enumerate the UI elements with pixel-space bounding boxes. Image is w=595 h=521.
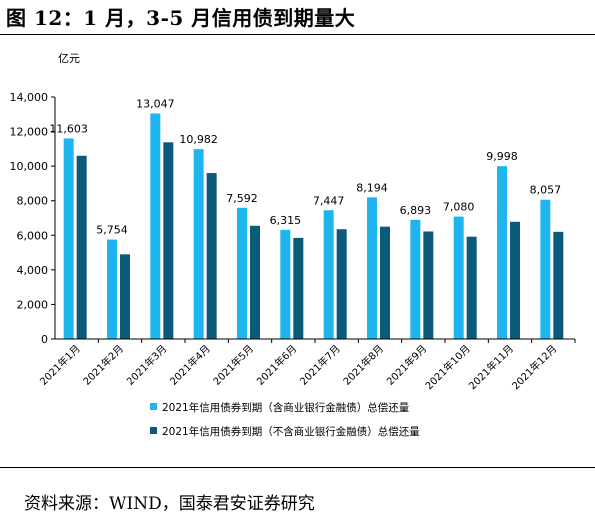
data-label: 8,194 — [356, 181, 388, 194]
bar-incl-bank-4 — [193, 149, 204, 339]
bar-excl-bank-9 — [423, 231, 434, 339]
data-label: 7,080 — [443, 201, 475, 214]
x-axis: 2021年1月2021年2月2021年3月2021年4月2021年5月2021年… — [37, 338, 576, 392]
bar-incl-bank-1 — [63, 138, 74, 339]
data-label: 7,592 — [226, 192, 258, 205]
y-tick-label: 2,000 — [17, 298, 49, 311]
x-tick-label: 2021年1月 — [37, 342, 83, 388]
x-tick-label: 2021年12月 — [509, 342, 559, 392]
bar-excl-bank-7 — [336, 229, 347, 339]
y-tick-label: 12,000 — [10, 126, 49, 139]
y-axis: 0 2,000 4,000 6,000 8,000 10,000 12,000 14,000 — [10, 91, 56, 346]
bar-incl-bank-7 — [323, 210, 334, 339]
x-tick-label: 2021年9月 — [384, 342, 430, 388]
bar-incl-bank-5 — [237, 207, 247, 339]
y-tick-label: 8,000 — [17, 195, 49, 208]
x-tick-label: 2021年10月 — [422, 342, 472, 392]
data-label: 7,447 — [313, 194, 345, 207]
bar-excl-bank-8 — [380, 226, 390, 339]
bottom-rule — [0, 467, 595, 468]
x-tick-label: 2021年2月 — [80, 342, 126, 388]
data-label: 9,998 — [486, 150, 518, 163]
data-label: 13,047 — [136, 97, 175, 110]
data-label: 11,603 — [49, 122, 88, 135]
bar-excl-bank-10 — [466, 236, 477, 339]
figure-title: 图 12：1 月，3-5 月信用债到期量大 — [6, 6, 356, 30]
bar-incl-bank-6 — [280, 229, 291, 339]
x-tick-label: 2021年11月 — [466, 342, 516, 392]
y-unit-label: 亿元 — [58, 52, 80, 65]
data-label: 10,982 — [179, 133, 218, 146]
x-tick-label: 2021年4月 — [167, 342, 213, 388]
bar-incl-bank-3 — [150, 113, 161, 339]
x-tick-label: 2021年3月 — [124, 342, 170, 388]
bar-incl-bank-12 — [540, 199, 551, 339]
y-tick-label: 4,000 — [17, 264, 49, 277]
bar-incl-bank-9 — [410, 219, 421, 339]
bar-excl-bank-4 — [206, 173, 217, 339]
bar-excl-bank-2 — [120, 254, 130, 339]
data-label: 8,057 — [530, 184, 562, 197]
data-label: 5,754 — [96, 224, 128, 237]
bar-incl-bank-10 — [453, 216, 464, 339]
bar-excl-bank-12 — [553, 231, 564, 339]
top-rule — [0, 34, 595, 35]
legend: 2021年信用债券到期（含商业银行金融债）总偿还量 2021年信用债券到期（不含商… — [150, 401, 420, 438]
bars-group: 11,603 5,754 13,047 10,982 7,592 6,315 7,447 8,… — [49, 97, 564, 339]
y-tick-label: 14,000 — [10, 91, 49, 104]
bar-excl-bank-1 — [76, 155, 87, 339]
legend-swatch-1 — [150, 403, 157, 410]
data-label: 6,315 — [270, 214, 302, 227]
legend-label-2: 2021年信用债券到期（不含商业银行金融债）总偿还量 — [162, 425, 420, 438]
x-tick-label: 2021年6月 — [254, 342, 300, 388]
legend-swatch-2 — [150, 427, 157, 434]
bar-incl-bank-2 — [107, 239, 117, 339]
source-note: 资料来源：WIND，国泰君安证券研究 — [24, 494, 315, 514]
x-tick-label: 2021年8月 — [340, 342, 386, 388]
bar-excl-bank-6 — [293, 237, 304, 339]
y-tick-label: 6,000 — [17, 229, 49, 242]
legend-label-1: 2021年信用债券到期（含商业银行金融债）总偿还量 — [162, 401, 410, 414]
bar-incl-bank-11 — [497, 166, 507, 339]
y-tick-label: 0 — [41, 333, 48, 346]
bar-excl-bank-5 — [250, 225, 260, 339]
y-tick-label: 10,000 — [10, 160, 49, 173]
x-tick-label: 2021年7月 — [297, 342, 343, 388]
bar-incl-bank-8 — [367, 197, 377, 339]
bar-excl-bank-3 — [163, 142, 174, 339]
bar-excl-bank-11 — [510, 221, 520, 339]
x-tick-label: 2021年5月 — [210, 342, 256, 388]
data-label: 6,893 — [400, 204, 432, 217]
